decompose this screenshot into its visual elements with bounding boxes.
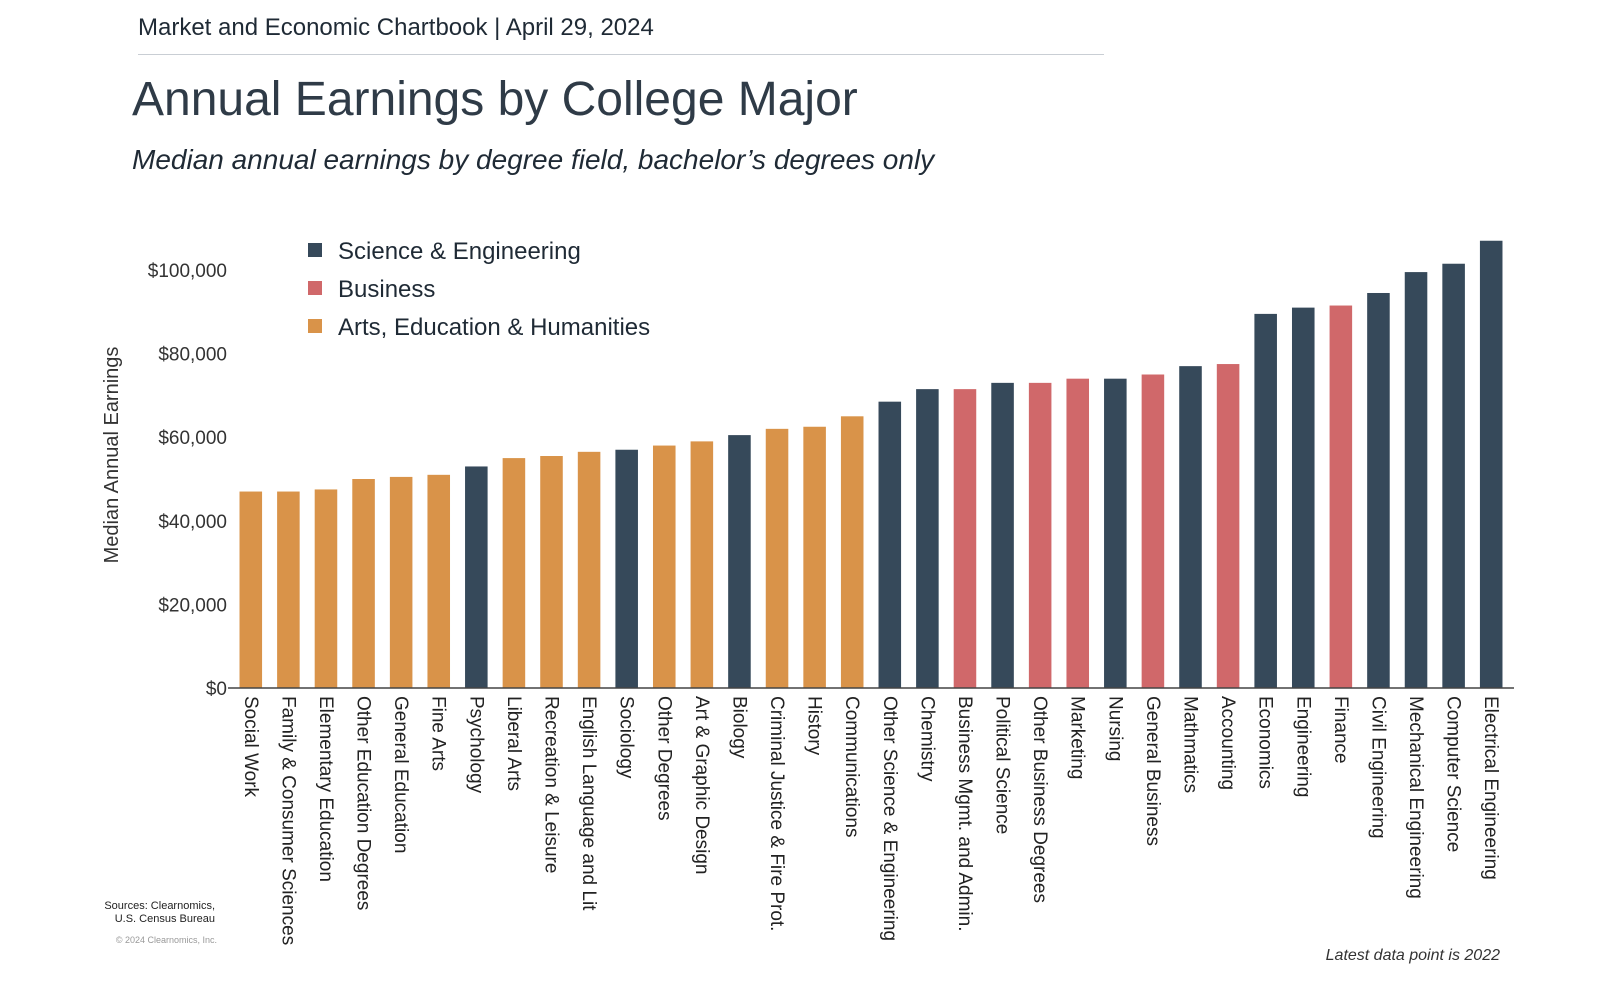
- x-tick-label: Biology: [728, 696, 749, 759]
- bar: [1104, 378, 1127, 688]
- x-tick-label: Civil Engineering: [1367, 696, 1388, 839]
- bar: [652, 445, 676, 688]
- bar: [1442, 263, 1465, 688]
- bar: [502, 458, 526, 688]
- bar: [765, 428, 789, 688]
- sources-line: U.S. Census Bureau: [114, 913, 215, 925]
- bar: [878, 401, 902, 688]
- sources-line: Sources: Clearnomics,: [104, 900, 215, 912]
- bar: [803, 426, 826, 688]
- x-tick-label: Chemistry: [916, 696, 937, 782]
- bar: [277, 491, 300, 688]
- bar: [728, 435, 751, 688]
- header-divider: [138, 54, 1104, 55]
- bar: [1329, 305, 1353, 688]
- x-tick-label: Psychology: [465, 696, 486, 794]
- bar: [1404, 272, 1428, 688]
- y-tick-label: $40,000: [158, 512, 227, 533]
- x-tick-label: Business Mgmt. and Admin.: [954, 696, 975, 932]
- bar: [615, 449, 638, 688]
- x-tick-label: Accounting: [1217, 696, 1238, 790]
- y-axis: $0 $20,000 $40,000 $60,000 $80,000 $100,000: [148, 261, 227, 700]
- y-tick-label: $20,000: [158, 595, 227, 616]
- bar: [540, 456, 563, 688]
- x-tick-label: Fine Arts: [428, 696, 449, 771]
- x-tick-label: Family & Consumer Sciences: [277, 696, 298, 945]
- x-tick-label: Economics: [1255, 696, 1276, 789]
- x-tick-label: Art & Graphic Design: [691, 696, 712, 874]
- copyright-note: © 2024 Clearnomics, Inc.: [115, 935, 217, 945]
- x-tick-label: Other Degrees: [653, 696, 674, 821]
- bar: [840, 416, 864, 688]
- x-tick-label: Other Education Degrees: [353, 696, 374, 910]
- bar: [991, 382, 1014, 688]
- y-tick-label: $60,000: [158, 428, 227, 449]
- x-tick-label: Political Science: [992, 696, 1013, 834]
- legend-swatch: [308, 319, 322, 333]
- legend: Science & Engineering Business Arts, Educa…: [308, 238, 650, 341]
- bar: [953, 389, 977, 688]
- bar: [916, 389, 939, 688]
- x-tick-label: Nursing: [1104, 696, 1125, 761]
- bar: [1216, 364, 1240, 688]
- chart-title: Annual Earnings by College Major: [132, 73, 858, 126]
- bar: [389, 476, 413, 688]
- y-tick-label: $0: [206, 679, 227, 700]
- x-tick-label: General Business: [1142, 696, 1163, 846]
- y-axis-label: Median Annual Earnings: [101, 347, 123, 564]
- legend-swatch: [308, 281, 322, 295]
- legend-label: Science & Engineering: [338, 238, 581, 265]
- x-tick-label: Liberal Arts: [503, 696, 524, 791]
- x-tick-label: Engineering: [1292, 696, 1313, 797]
- x-tick-label: Finance: [1330, 696, 1351, 764]
- x-tick-label: Computer Science: [1443, 696, 1464, 852]
- bar: [239, 491, 263, 688]
- x-tick-label: English Language and Lit: [578, 696, 599, 911]
- x-tick-label: Mechanical Engineering: [1405, 696, 1426, 899]
- bar: [1028, 382, 1052, 688]
- chartbook-header: Market and Economic Chartbook | April 29…: [138, 14, 654, 41]
- x-tick-label: Communications: [841, 696, 862, 838]
- chart-subtitle: Median annual earnings by degree field, …: [132, 144, 935, 175]
- x-tick-label: General Education: [390, 696, 411, 853]
- x-tick-label: Mathmatics: [1180, 696, 1201, 793]
- y-tick-label: $100,000: [148, 261, 227, 282]
- bar: [1179, 366, 1202, 688]
- legend-label: Business: [338, 276, 435, 303]
- bars: [239, 240, 1503, 689]
- bar: [1367, 292, 1390, 688]
- x-tick-label: Criminal Justice & Fire Prot.: [766, 696, 787, 931]
- legend-label: Arts, Education & Humanities: [338, 314, 650, 341]
- bar: [1479, 240, 1503, 689]
- bar: [427, 474, 451, 688]
- x-tick-label: Other Science & Engineering: [879, 696, 900, 941]
- bar: [465, 466, 488, 688]
- x-axis-labels: Social Work Family & Consumer Sciences Ele…: [240, 696, 1501, 945]
- x-tick-label: Sociology: [616, 696, 637, 779]
- bar: [1254, 313, 1277, 688]
- bar: [352, 479, 375, 688]
- footnote: Latest data point is 2022: [1325, 947, 1500, 964]
- x-tick-label: Marketing: [1067, 696, 1088, 779]
- x-tick-label: Electrical Engineering: [1480, 696, 1501, 880]
- x-tick-label: Other Business Degrees: [1029, 696, 1050, 903]
- bar: [690, 441, 714, 688]
- x-tick-label: History: [804, 696, 825, 756]
- x-tick-label: Elementary Education: [315, 696, 336, 882]
- bar: [314, 489, 338, 688]
- bar: [577, 451, 601, 688]
- x-tick-label: Social Work: [240, 696, 261, 798]
- bar: [1291, 307, 1315, 688]
- sources-note: Sources: Clearnomics, U.S. Census Bureau: [104, 900, 215, 926]
- x-tick-label: Recreation & Leisure: [541, 696, 562, 873]
- y-tick-label: $80,000: [158, 345, 227, 366]
- bar: [1141, 374, 1165, 688]
- bar: [1066, 378, 1090, 688]
- legend-swatch: [308, 243, 322, 257]
